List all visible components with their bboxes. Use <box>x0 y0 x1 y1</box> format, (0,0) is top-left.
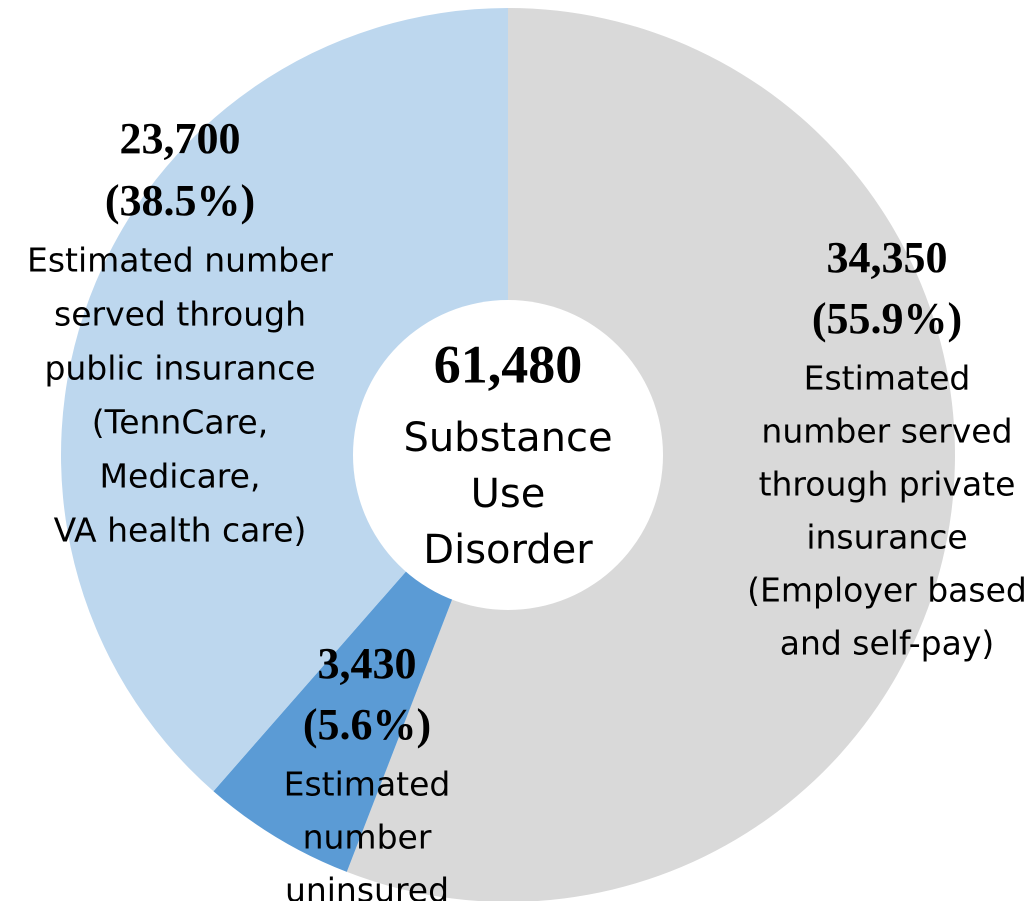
segment-description: Medicare, <box>100 457 261 496</box>
center-label: Disorder <box>423 527 593 573</box>
total-label: 61,480 <box>434 334 583 394</box>
segment-description: (Employer based <box>747 571 1027 610</box>
segment-description: uninsured <box>285 871 449 901</box>
segment-description: and self-pay) <box>780 624 995 663</box>
segment-description: public insurance <box>44 349 315 388</box>
value-label: 34,350 <box>827 233 948 282</box>
segment-description: insurance <box>806 518 967 557</box>
value-label: 3,430 <box>318 639 417 688</box>
percent-label: (5.6%) <box>303 700 431 749</box>
segment-description: Estimated <box>804 359 971 398</box>
segment-description: Estimated <box>284 765 451 804</box>
segment-description: (TennCare, <box>92 403 268 442</box>
center-label: Use <box>471 471 546 517</box>
donut-segment <box>60 8 509 792</box>
segment-description: VA health care) <box>54 511 307 550</box>
segment-description: number <box>303 818 432 857</box>
center-label: Substance <box>403 415 612 461</box>
segment-description: served through <box>54 295 306 334</box>
segment-description: Estimated number <box>27 241 333 280</box>
percent-label: (38.5%) <box>105 176 255 225</box>
percent-label: (55.9%) <box>812 294 962 343</box>
segment-description: number served <box>761 412 1012 451</box>
donut-hole <box>353 300 663 610</box>
value-label: 23,700 <box>120 114 241 163</box>
segment-description: through private <box>759 465 1016 504</box>
